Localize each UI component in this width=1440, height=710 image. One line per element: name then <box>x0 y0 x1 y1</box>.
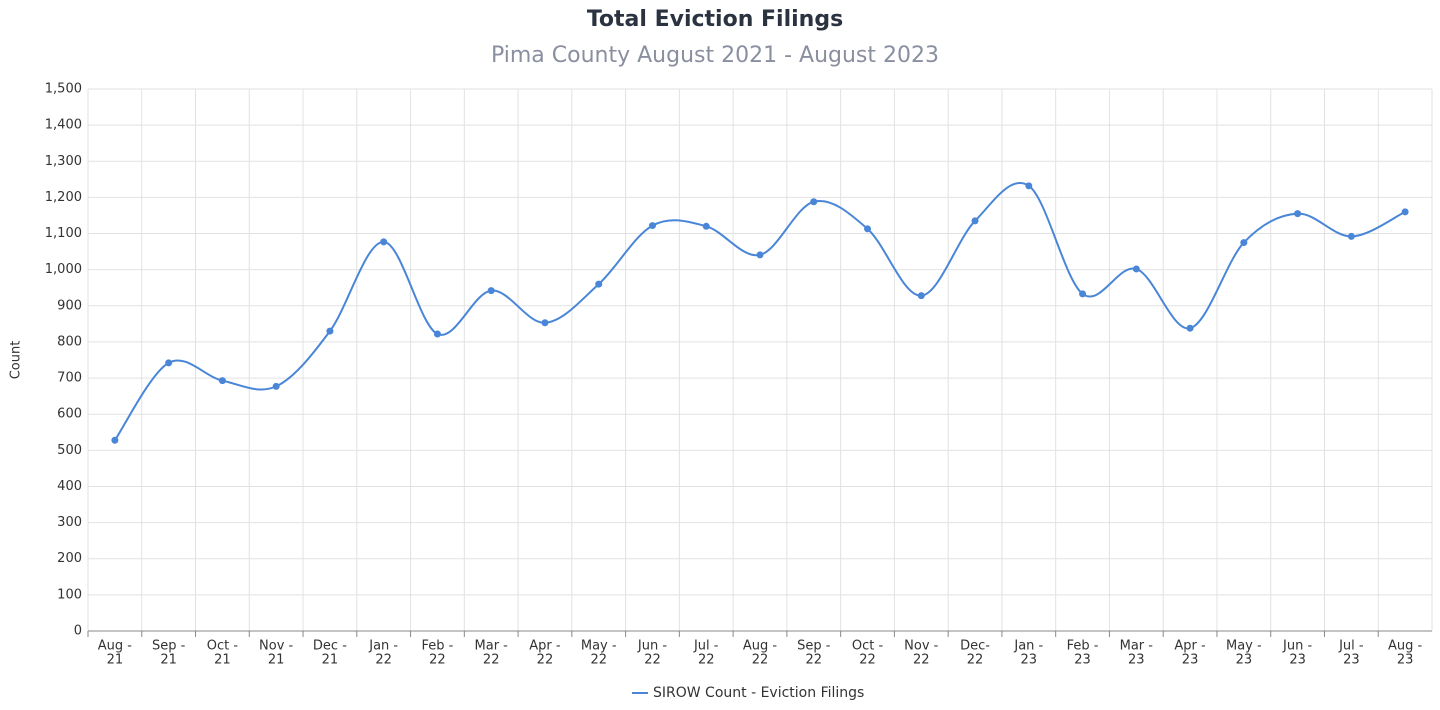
data-point <box>111 436 119 444</box>
data-point <box>541 319 549 327</box>
x-tick-label: 21 <box>268 653 285 668</box>
data-point <box>917 292 925 300</box>
x-tick-label: May - <box>1226 639 1262 654</box>
x-tick-label: Oct - <box>852 639 884 654</box>
data-point <box>272 382 280 390</box>
x-tick-label: 21 <box>107 653 124 668</box>
x-tick-label: Aug - <box>743 639 778 654</box>
data-point <box>487 287 495 295</box>
data-point <box>1132 265 1140 273</box>
y-axis-label: Count <box>9 341 24 380</box>
data-point <box>165 359 173 367</box>
y-tick-label: 1,400 <box>45 118 82 133</box>
chart-subtitle: Pima County August 2021 - August 2023 <box>491 43 939 68</box>
legend-label: SIROW Count - Eviction Filings <box>653 685 864 701</box>
x-tick-label: 22 <box>805 653 822 668</box>
x-tick-label: 23 <box>1343 653 1360 668</box>
x-tick-label: Jun - <box>1282 639 1312 654</box>
data-point <box>702 222 710 230</box>
data-point <box>971 217 979 225</box>
y-tick-label: 1,500 <box>45 82 82 97</box>
y-tick-label: 1,300 <box>45 154 82 169</box>
data-point <box>1347 232 1355 240</box>
x-tick-label: Dec- <box>960 639 990 654</box>
x-tick-label: May - <box>581 639 617 654</box>
x-tick-label: Mar - <box>475 639 509 654</box>
y-tick-label: 700 <box>57 371 82 386</box>
x-tick-label: 22 <box>429 653 446 668</box>
x-tick-label: 22 <box>590 653 607 668</box>
y-tick-label: 0 <box>74 624 82 639</box>
x-tick-label: 22 <box>375 653 392 668</box>
x-tick-label: Jan - <box>368 639 398 654</box>
y-tick-label: 400 <box>57 479 82 494</box>
data-point <box>380 238 388 246</box>
data-point <box>1186 324 1194 332</box>
x-tick-label: Jun - <box>637 639 667 654</box>
x-tick-label: Jul - <box>1338 639 1364 654</box>
x-tick-label: 21 <box>160 653 177 668</box>
y-tick-label: 200 <box>57 551 82 566</box>
data-point <box>433 330 441 338</box>
x-tick-label: Feb - <box>422 639 454 654</box>
x-tick-label: 23 <box>1289 653 1306 668</box>
x-tick-label: Dec - <box>313 639 347 654</box>
y-tick-label: 500 <box>57 443 82 458</box>
x-tick-label: 22 <box>752 653 769 668</box>
x-tick-label: Feb - <box>1067 639 1099 654</box>
x-tick-label: Apr - <box>1174 639 1206 654</box>
data-point <box>648 222 656 230</box>
x-tick-label: 22 <box>537 653 554 668</box>
x-tick-label: 22 <box>644 653 661 668</box>
x-tick-label: Apr - <box>529 639 561 654</box>
data-point <box>326 327 334 335</box>
x-tick-label: Nov - <box>259 639 294 654</box>
data-point <box>1025 182 1033 190</box>
data-point <box>1294 210 1302 218</box>
y-tick-label: 900 <box>57 298 82 313</box>
y-tick-label: 300 <box>57 515 82 530</box>
x-tick-label: Mar - <box>1120 639 1154 654</box>
x-tick-label: 23 <box>1397 653 1414 668</box>
data-point <box>1079 290 1087 298</box>
x-tick-label: 22 <box>698 653 715 668</box>
x-tick-label: Jan - <box>1013 639 1043 654</box>
series-line <box>114 182 1406 441</box>
x-tick-label: 23 <box>1128 653 1145 668</box>
x-tick-label: 23 <box>1182 653 1199 668</box>
y-tick-label: 1,000 <box>45 262 82 277</box>
x-tick-label: Jul - <box>693 639 719 654</box>
data-point <box>595 280 603 288</box>
y-tick-label: 600 <box>57 407 82 422</box>
x-tick-label: Aug - <box>1388 639 1423 654</box>
data-point <box>810 198 818 206</box>
x-tick-label: 22 <box>913 653 930 668</box>
data-point <box>756 251 764 259</box>
x-tick-label: Aug - <box>98 639 133 654</box>
x-tick-label: Nov - <box>904 639 939 654</box>
chart-title: Total Eviction Filings <box>587 7 843 32</box>
x-tick-label: 22 <box>483 653 500 668</box>
x-tick-label: 22 <box>967 653 984 668</box>
x-tick-label: Sep - <box>797 639 831 654</box>
y-tick-label: 1,200 <box>45 190 82 205</box>
x-tick-label: 23 <box>1021 653 1038 668</box>
y-tick-label: 800 <box>57 334 82 349</box>
data-point <box>218 377 226 385</box>
x-tick-label: Sep - <box>152 639 186 654</box>
x-tick-label: Oct - <box>207 639 239 654</box>
y-tick-label: 1,100 <box>45 226 82 241</box>
data-point <box>1240 239 1248 247</box>
x-tick-label: 23 <box>1236 653 1253 668</box>
data-point <box>1401 208 1409 216</box>
data-point <box>864 225 872 233</box>
x-tick-label: 21 <box>322 653 339 668</box>
x-tick-label: 21 <box>214 653 231 668</box>
x-tick-label: 22 <box>859 653 876 668</box>
x-tick-label: 23 <box>1074 653 1091 668</box>
y-tick-label: 100 <box>57 587 82 602</box>
